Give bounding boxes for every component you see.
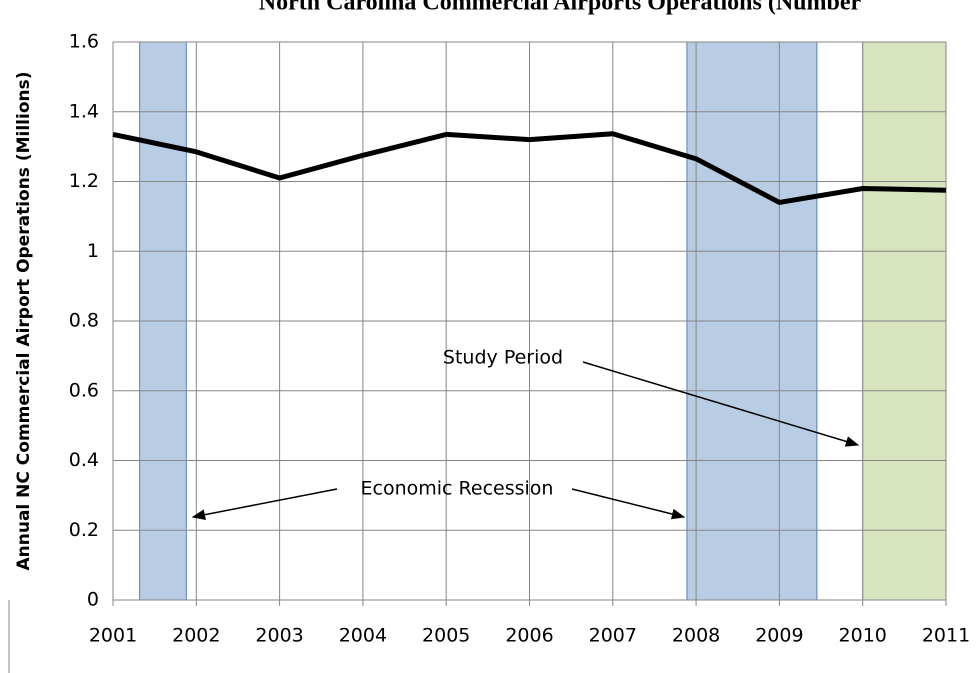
x-tick-label: 2004 (339, 625, 387, 647)
y-tick-label: 1 (87, 240, 99, 262)
x-tick-label: 2010 (839, 625, 887, 647)
annotation: Study Period (443, 347, 563, 369)
x-tick-label: 2002 (172, 625, 220, 647)
y-tick-label: 0.6 (69, 379, 99, 401)
y-tick-label: 0.4 (69, 449, 99, 471)
y-axis-label: Annual NC Commercial Airport Operations … (14, 71, 34, 570)
chart-title: North Carolina Commercial Airports Opera… (259, 0, 862, 16)
y-tick-label: 0 (87, 589, 99, 611)
y-tick-label: 0.8 (69, 310, 99, 332)
x-tick-label: 2011 (922, 625, 970, 647)
x-tick-label: 2001 (89, 625, 137, 647)
y-tick-label: 1.2 (69, 170, 99, 192)
x-tick-label: 2007 (589, 625, 637, 647)
data-line (112, 131, 947, 205)
x-tick-label: 2003 (255, 625, 303, 647)
x-tick-label: 2009 (755, 625, 803, 647)
y-tick-label: 1.4 (69, 100, 99, 122)
arrow (191, 488, 338, 520)
x-tick-label: 2006 (505, 625, 553, 647)
x-tick-label: 2008 (672, 625, 720, 647)
annotation: Economic Recession (361, 478, 554, 500)
y-tick-label: 1.6 (69, 31, 99, 53)
arrow (571, 488, 686, 520)
arrow (582, 361, 860, 447)
x-tick-label: 2005 (422, 625, 470, 647)
y-tick-label: 0.2 (69, 519, 99, 541)
